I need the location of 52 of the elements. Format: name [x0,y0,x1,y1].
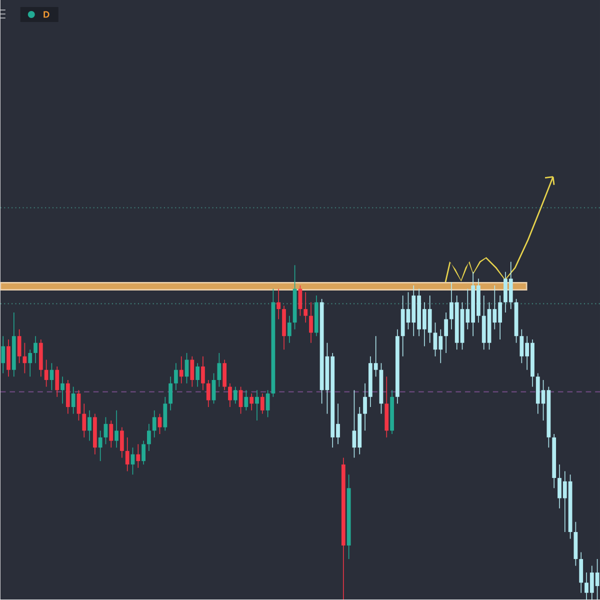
candlestick [109,420,114,448]
candlestick [196,362,200,388]
candlestick [142,440,146,466]
candlestick [309,302,313,344]
candlestick [44,360,48,388]
candlestick [179,356,184,384]
candlestick [34,336,38,364]
candlestick [125,437,130,472]
candlestick [238,386,243,414]
candlestick [6,339,10,378]
candlestick [250,393,254,412]
candlestick [60,376,64,404]
candlestick [147,424,151,452]
candlestick [212,373,216,404]
candlestick [304,292,308,324]
candlestick [363,383,367,432]
candlestick [136,444,140,468]
candlestick [163,396,168,432]
candlestick [158,414,162,435]
candlestick [579,552,584,594]
candlestick [276,288,281,320]
candlestick [168,376,173,412]
candlestick [114,410,118,448]
candlestick [1,336,6,374]
text: D [44,11,50,18]
candlestick [201,356,205,391]
candlestick [71,386,76,414]
candlestick [444,312,448,354]
candlestick [217,352,222,388]
candlestick [228,383,232,408]
candlestick [287,316,292,344]
candlestick [266,390,270,418]
candlestick [104,416,108,445]
candlestick [174,362,178,391]
candlestick [66,380,70,414]
candlestick [82,403,86,438]
candlestick [76,390,81,422]
candlestick [184,352,189,384]
candlestick [17,329,22,364]
candlestick [206,380,210,408]
candlestick [222,360,227,391]
candlestick [120,427,124,458]
candlestick [152,410,156,438]
candlestick [244,390,248,412]
candlestick [190,356,194,388]
candlestick [28,349,32,378]
candlestick [255,390,259,422]
candlestick [233,386,238,404]
candlestick [88,410,92,442]
candlestick [260,393,264,414]
candlestick [98,430,102,462]
candlestick [55,366,60,398]
